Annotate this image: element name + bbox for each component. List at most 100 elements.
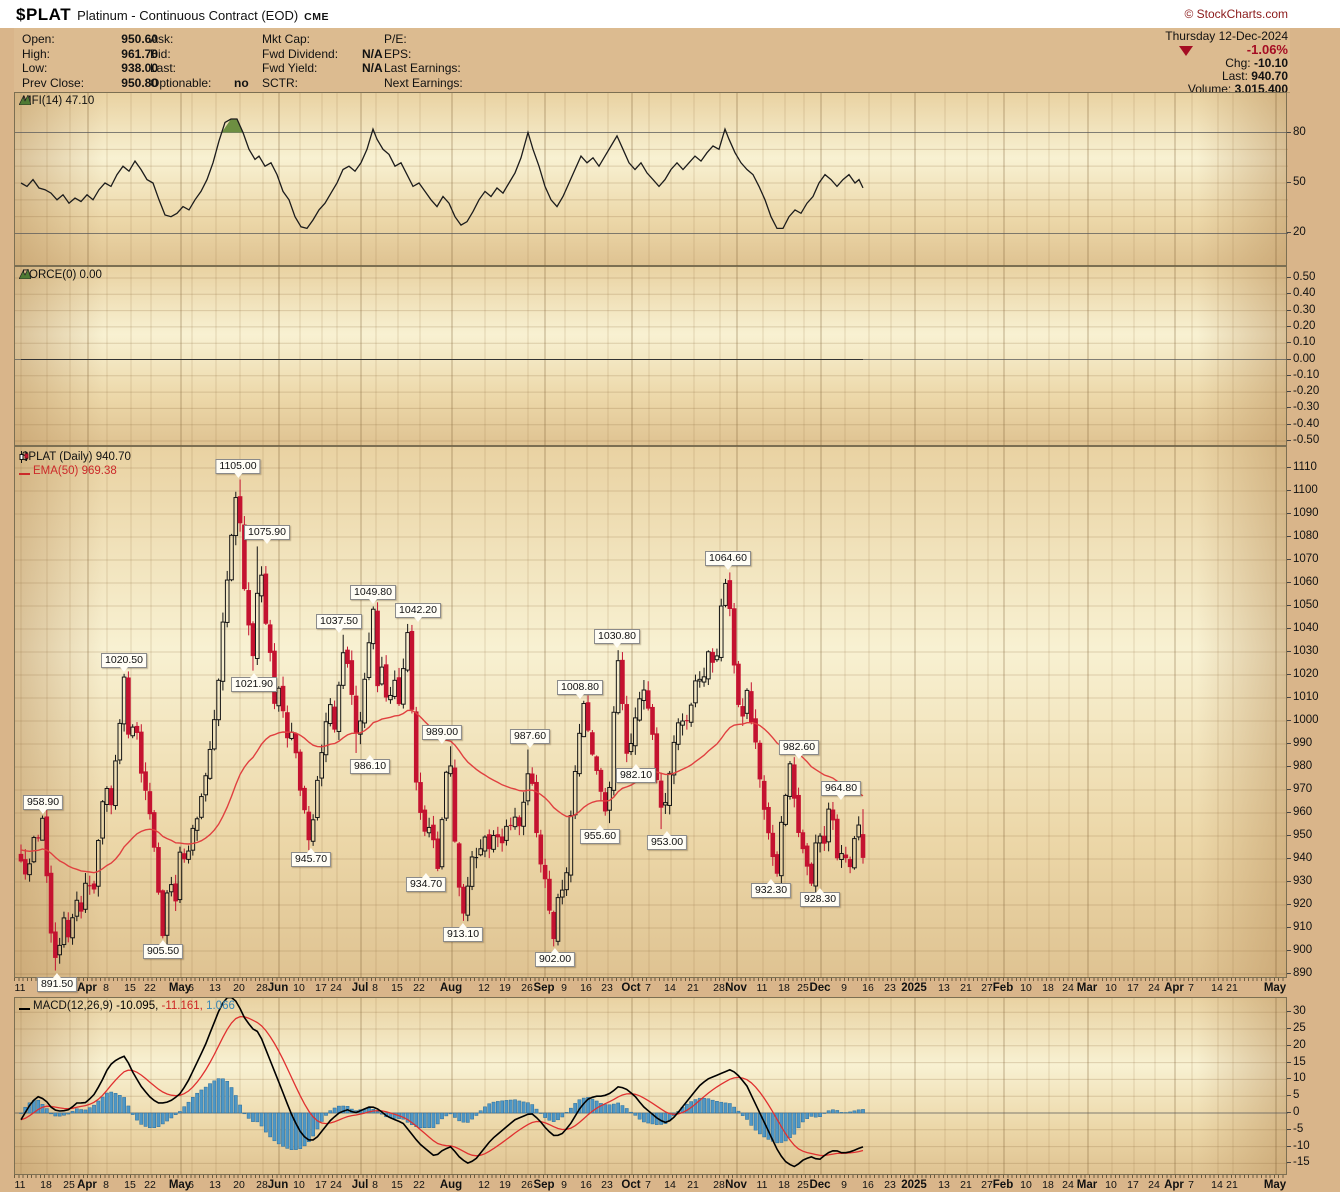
price-callout: 982.10: [615, 764, 657, 784]
x-axis-label: 15: [391, 982, 403, 994]
signal-value: -11.161: [161, 1000, 200, 1012]
x-axis-label: 2025: [901, 982, 927, 994]
y-axis-label: 1080: [1293, 530, 1319, 542]
price-callout: 964.80: [820, 780, 862, 800]
ticker-block: Thursday 12-Dec-2024 -1.06% Chg: -10.10 …: [1165, 30, 1288, 96]
line-icon: [19, 1008, 30, 1010]
x-axis-label: 22: [144, 982, 156, 994]
x-axis-label: 12: [478, 982, 490, 994]
y-axis-label: 1050: [1293, 599, 1319, 611]
x-axis-label: 27: [981, 1179, 993, 1191]
y-axis-tick: [1287, 309, 1291, 311]
y-axis-tick: [1287, 789, 1291, 790]
x-axis-label: 15: [124, 982, 136, 994]
x-axis-label: Oct: [621, 1179, 641, 1191]
y-axis-label: 980: [1293, 760, 1313, 772]
down-triangle-icon: [1178, 45, 1193, 56]
y-axis-tick: [1287, 628, 1291, 629]
x-axis-label: 24: [330, 982, 342, 994]
price-callout: 1030.80: [594, 629, 640, 649]
y-axis-label: 1110: [1293, 461, 1317, 473]
x-axis-label: 28: [713, 1179, 725, 1191]
x-axis-label: 18: [40, 1179, 52, 1191]
price-callout: 1064.60: [705, 551, 751, 571]
quote-row: Fwd Yield: N/A: [262, 61, 383, 76]
symbol-title: $PLAT Platinum - Continuous Contract (EOD…: [16, 5, 329, 25]
y-axis-tick: [1287, 440, 1291, 441]
x-axis-label: 14: [1211, 982, 1223, 994]
x-axis-label: 17: [1127, 1179, 1139, 1191]
y-axis-label: -0.10: [1293, 368, 1320, 381]
y-axis-tick: [1287, 1044, 1291, 1046]
y-axis-tick: [1287, 467, 1291, 468]
x-axis-label: Jun: [267, 1179, 289, 1191]
y-axis-tick: [1287, 743, 1291, 744]
quote-label: Bid:: [150, 46, 171, 61]
y-axis-label: 15: [1293, 1055, 1306, 1068]
y-axis-label: 1000: [1293, 714, 1319, 726]
price-callout: 958.90: [22, 794, 64, 814]
y-axis-tick: [1287, 232, 1291, 234]
y-axis-tick: [1287, 536, 1291, 537]
x-axis-label: 21: [1226, 1179, 1238, 1191]
y-axis-label: 960: [1293, 806, 1313, 818]
price-callout: 932.30: [750, 878, 792, 898]
y-axis-label: 0.30: [1293, 303, 1316, 316]
quote-column: Ask: Bid: Last: Optionable: no: [150, 32, 249, 90]
force-legend: FORCE(0) 0.00: [19, 269, 102, 281]
quote-label: EPS:: [384, 46, 412, 61]
y-axis-tick: [1287, 812, 1291, 813]
quote-row: Mkt Cap:: [262, 32, 383, 47]
y-axis-tick: [1287, 342, 1291, 344]
x-axis-label: 8: [372, 982, 378, 994]
x-axis-label: Apr: [77, 1179, 97, 1191]
y-axis-tick: [1287, 904, 1291, 905]
y-axis-tick: [1287, 407, 1291, 409]
quote-label: Optionable:: [150, 75, 212, 90]
y-axis-tick: [1287, 1162, 1291, 1164]
y-axis-label: 900: [1293, 944, 1313, 956]
x-axis-label: 28: [256, 982, 268, 994]
x-axis-label: 20: [233, 982, 245, 994]
macd-value: -10.095: [116, 1000, 156, 1012]
x-axis-label: 25: [63, 1179, 75, 1191]
line-icon: [19, 473, 30, 475]
x-axis-label: 10: [293, 982, 305, 994]
x-axis-label: 21: [960, 982, 972, 994]
x-axis-label: Feb: [992, 1179, 1014, 1191]
chg-label: Chg:: [1225, 56, 1251, 70]
x-axis-label: 23: [884, 1179, 896, 1191]
y-axis-tick: [1287, 835, 1291, 836]
x-axis-macd: 11 18 25 Apr 8 15 22 May 6 13 20 28 Jun 10 17 24 Jul 8 15 2…: [14, 1175, 1290, 1192]
y-axis-label: -0.50: [1293, 434, 1320, 446]
main-plot: [15, 447, 1288, 979]
quote-row: Last:: [150, 61, 249, 76]
y-axis-label: -0.20: [1293, 385, 1320, 398]
quote-label: High:: [22, 46, 51, 61]
y-axis-label: 910: [1293, 921, 1313, 933]
y-axis-label: 20: [1293, 1038, 1306, 1051]
price-callout: 1020.50: [101, 652, 147, 672]
x-axis-label: 26: [521, 982, 533, 994]
price-callout: 989.00: [421, 725, 463, 745]
force-plot: [15, 267, 1288, 447]
y-axis-label: -15: [1293, 1156, 1310, 1169]
x-axis-label: 25: [797, 982, 809, 994]
force-panel: FORCE(0) 0.00: [14, 266, 1288, 447]
y-axis-label: -0.30: [1293, 401, 1320, 414]
x-axis-label: 24: [330, 1179, 342, 1191]
y-axis-label: 0.40: [1293, 287, 1316, 300]
y-axis-label: 0: [1293, 1106, 1300, 1118]
quote-column: P/E: EPS: Last Earnings: Next Earnings:: [384, 32, 498, 90]
price-callout: 905.50: [142, 940, 184, 960]
y-axis-tick: [1287, 423, 1291, 425]
quote-label: Low:: [22, 61, 48, 75]
price-panel: $PLAT (Daily) 940.70 EMA(50) 969.38 Plat…: [14, 446, 1288, 992]
y-axis-label: 1090: [1293, 507, 1319, 519]
x-axis-label: 25: [797, 1179, 809, 1191]
x-axis-label: 23: [601, 1179, 613, 1191]
x-axis-label: 6: [188, 1179, 194, 1191]
quote-value: 938.00: [121, 61, 158, 75]
price-callout: 982.60: [778, 740, 820, 760]
price-callout: 891.50: [36, 972, 78, 992]
